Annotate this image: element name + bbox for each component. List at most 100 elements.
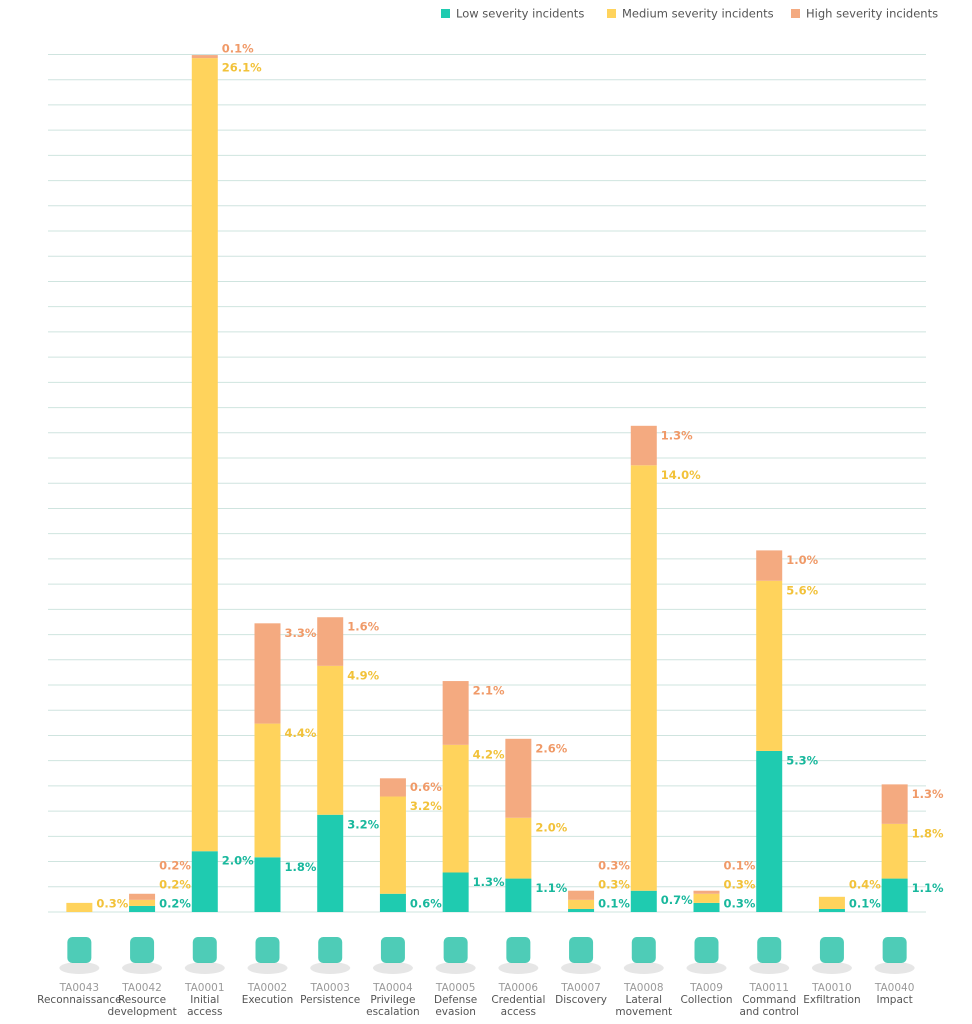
icon <box>67 937 92 963</box>
value-label: 26.1% <box>222 61 262 75</box>
icon <box>506 937 531 963</box>
value-label: 5.6% <box>786 583 818 597</box>
bar-segment <box>317 617 344 666</box>
category-code: TA0010 <box>812 982 852 994</box>
category-name: Resource development <box>107 994 177 1018</box>
icon-base <box>372 962 413 974</box>
category-name: Privilege escalation <box>366 994 420 1018</box>
category-code: TA0002 <box>247 982 288 994</box>
category-code: TA0040 <box>874 982 915 994</box>
icon-base <box>874 962 915 974</box>
bar-segment <box>881 784 908 824</box>
value-label: 2.0% <box>222 854 254 868</box>
value-label: 1.1% <box>535 881 567 895</box>
icon-base <box>59 962 100 974</box>
category-name: Exfiltration <box>803 994 861 1006</box>
category-label: TA0006 Credential access <box>487 982 549 1018</box>
category-code: TA0008 <box>624 982 664 994</box>
icon-base <box>498 962 539 974</box>
icon-base <box>184 962 225 974</box>
icon-base <box>310 962 351 974</box>
category-code: TA0005 <box>435 982 476 994</box>
bar-segment <box>756 750 783 912</box>
category-code: TA0042 <box>122 982 162 994</box>
icon <box>380 937 405 963</box>
value-label: 1.3% <box>661 428 693 442</box>
value-label: 0.3% <box>724 878 756 892</box>
category-label: TA0001 Initial access <box>174 982 236 1018</box>
bar-segment <box>630 890 657 912</box>
legend-label: High severity incidents <box>806 7 938 21</box>
bar-segment <box>756 580 783 751</box>
category-label: TA0010 Exfiltration <box>801 982 863 1006</box>
category-label: TA0003 Persistence <box>299 982 361 1006</box>
category-label: TA0007 Discovery <box>550 982 612 1006</box>
icon-base <box>623 962 664 974</box>
category-name: Credential access <box>491 994 546 1018</box>
bar-segment <box>881 823 908 879</box>
icon <box>255 937 280 963</box>
icon-base <box>686 962 727 974</box>
category-name: Defense evasion <box>433 994 478 1018</box>
value-label: 1.3% <box>912 787 944 801</box>
category-label: TA0043 Reconnaissance <box>37 982 121 1006</box>
value-label: 0.1% <box>598 897 630 911</box>
bar-segment <box>693 893 720 903</box>
category-code: TA0001 <box>185 982 225 994</box>
bar-segment <box>379 796 406 894</box>
value-label: 2.6% <box>535 741 567 755</box>
value-label: 0.4% <box>849 878 881 892</box>
bar-segment <box>254 857 281 912</box>
icon <box>819 937 844 963</box>
value-label: 3.2% <box>347 817 379 831</box>
icon-base <box>122 962 163 974</box>
category-name: Discovery <box>555 994 607 1006</box>
bar-segment <box>818 896 845 909</box>
category-label: TA0002 Execution <box>237 982 299 1006</box>
icon-base <box>435 962 476 974</box>
category-name: Impact <box>876 994 913 1006</box>
category-name: Command and control <box>739 994 799 1018</box>
value-label: 0.2% <box>159 897 191 911</box>
bar-segment <box>191 55 218 59</box>
icon <box>130 937 155 963</box>
category-code: TA0006 <box>498 982 539 994</box>
value-label: 0.6% <box>410 780 442 794</box>
icon <box>882 937 907 963</box>
legend-swatch <box>791 9 800 18</box>
bar-segment <box>442 681 469 745</box>
category-name: Execution <box>241 994 294 1006</box>
category-code: TA0004 <box>373 982 413 994</box>
bar-segment <box>66 902 93 912</box>
legend-label: Medium severity incidents <box>622 7 774 21</box>
category-name: Collection <box>680 994 733 1006</box>
bar-segment <box>568 899 595 909</box>
icon-base <box>247 962 288 974</box>
bar-segment <box>756 550 783 581</box>
value-label: 0.1% <box>849 897 881 911</box>
category-code: TA0003 <box>310 982 350 994</box>
bar-segment <box>505 738 532 818</box>
value-label: 14.0% <box>661 468 701 482</box>
legend-swatch <box>441 9 450 18</box>
bar-segment <box>254 723 281 858</box>
value-label: 0.2% <box>159 859 191 873</box>
bar-segment <box>129 893 156 900</box>
icon-base <box>811 962 852 974</box>
bar-segment <box>818 908 845 912</box>
bar-segment <box>442 744 469 873</box>
legend-label: Low severity incidents <box>456 7 584 21</box>
value-label: 3.2% <box>410 799 442 813</box>
value-label: 0.7% <box>661 893 693 907</box>
category-code: TA0043 <box>59 982 100 994</box>
value-label: 0.1% <box>222 42 254 56</box>
bar-segment <box>317 814 344 912</box>
icon <box>318 937 343 963</box>
bar-segment <box>505 817 532 879</box>
bar-segment <box>630 425 657 466</box>
value-label: 5.3% <box>786 753 818 767</box>
icon <box>569 937 594 963</box>
value-label: 2.0% <box>535 820 567 834</box>
value-label: 3.3% <box>285 626 317 640</box>
icon-base <box>749 962 790 974</box>
